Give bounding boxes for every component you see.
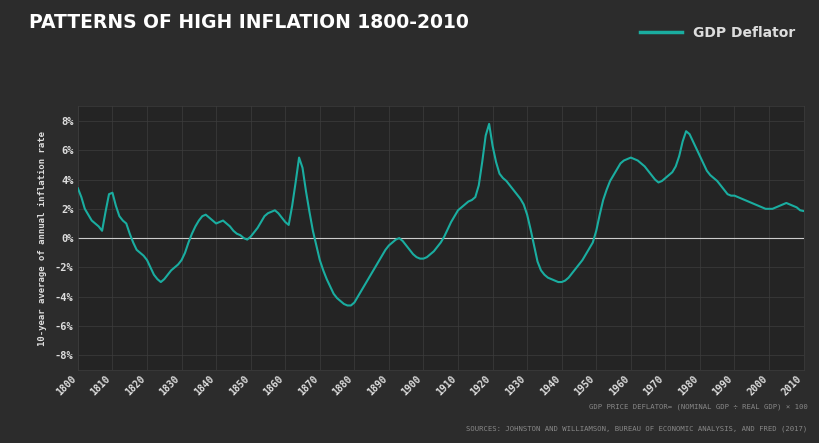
Text: SOURCES: JOHNSTON AND WILLIAMSON, BUREAU OF ECONOMIC ANALYSIS, AND FRED (2017): SOURCES: JOHNSTON AND WILLIAMSON, BUREAU… xyxy=(466,425,807,432)
Legend: GDP Deflator: GDP Deflator xyxy=(634,20,800,45)
Y-axis label: 10-year average of annual inflation rate: 10-year average of annual inflation rate xyxy=(38,131,47,346)
Text: PATTERNS OF HIGH INFLATION 1800-2010: PATTERNS OF HIGH INFLATION 1800-2010 xyxy=(29,13,468,32)
Text: GDP PRICE DEFLATOR= (NOMINAL GDP ÷ REAL GDP) × 100: GDP PRICE DEFLATOR= (NOMINAL GDP ÷ REAL … xyxy=(588,403,807,410)
